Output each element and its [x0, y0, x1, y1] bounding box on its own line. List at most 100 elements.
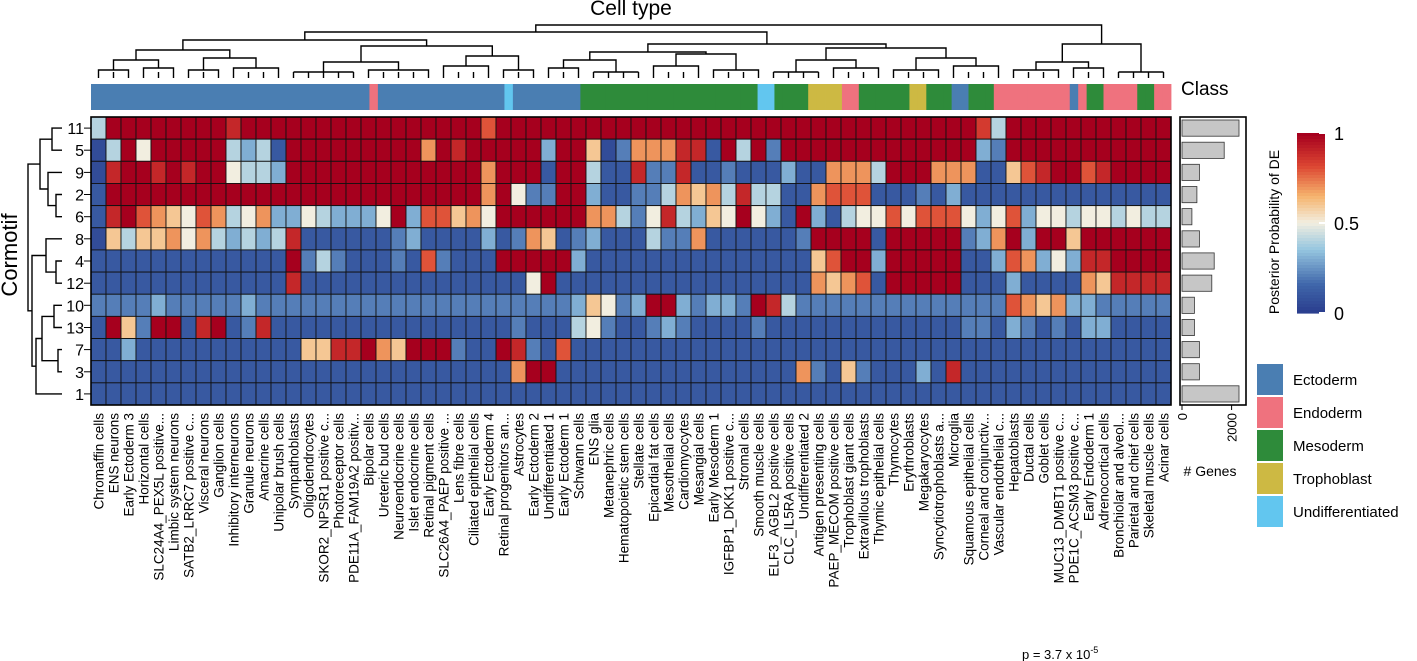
heatmap-cell — [150, 160, 167, 184]
heatmap-cell — [120, 360, 137, 384]
heatmap-cell — [465, 293, 482, 317]
heatmap-cell — [360, 138, 377, 162]
column-label: Lens fibre cells — [452, 413, 467, 503]
heatmap-cell — [1110, 382, 1127, 406]
heatmap-cell — [450, 160, 467, 184]
heatmap-cell — [675, 338, 692, 362]
heatmap-cell — [300, 338, 317, 362]
class-bar-segment — [453, 84, 463, 110]
colorbar-tick-label: 1 — [1334, 124, 1344, 144]
column-label: Squamous epithelial cells — [962, 413, 977, 566]
heatmap-cell — [360, 315, 377, 339]
class-bar-segment — [268, 84, 278, 110]
colorbar-step — [1297, 247, 1325, 251]
heatmap-cell — [405, 293, 422, 317]
heatmap-cell — [780, 338, 797, 362]
heatmap-cell — [885, 183, 902, 207]
column-label: Amacrine cells — [257, 413, 272, 501]
heatmap-cell — [90, 227, 107, 251]
heatmap-cell — [165, 138, 182, 162]
heatmap-cell — [1005, 360, 1022, 384]
heatmap-cell — [915, 227, 932, 251]
heatmap-cell — [1080, 249, 1097, 273]
heatmap-cell — [615, 116, 632, 140]
heatmap-cell — [750, 116, 767, 140]
heatmap-cell — [570, 315, 587, 339]
heatmap-cell — [690, 293, 707, 317]
heatmap-cell — [945, 205, 962, 229]
heatmap-cell — [255, 205, 272, 229]
heatmap-cell — [135, 293, 152, 317]
row-label: 9 — [75, 165, 84, 182]
heatmap-cell — [1065, 160, 1082, 184]
heatmap-cell — [1140, 249, 1157, 273]
heatmap-cell — [855, 160, 872, 184]
heatmap-cell — [255, 293, 272, 317]
class-bar-segment — [968, 84, 978, 110]
heatmap-cell — [165, 315, 182, 339]
heatmap-cell — [90, 183, 107, 207]
heatmap-cell — [975, 227, 992, 251]
heatmap-cell — [1005, 227, 1022, 251]
class-bar-segment — [209, 84, 218, 110]
heatmap-cell — [705, 249, 722, 273]
class-bar-segment — [825, 84, 834, 110]
heatmap-cell — [795, 138, 812, 162]
heatmap-cell — [1080, 205, 1097, 229]
heatmap-cell — [1155, 249, 1172, 273]
heatmap-cell — [690, 183, 707, 207]
legend-swatch — [1257, 496, 1283, 527]
heatmap-cell — [1155, 205, 1172, 229]
class-bar-segment — [175, 84, 185, 110]
heatmap-cell — [960, 338, 977, 362]
heatmap-cell — [780, 160, 797, 184]
class-bar-segment — [571, 84, 581, 110]
colorbar-step — [1297, 160, 1325, 164]
heatmap-cell — [105, 271, 122, 295]
heatmap-cell — [420, 338, 437, 362]
heatmap-cell — [360, 382, 377, 406]
colorbar-step — [1297, 250, 1325, 254]
heatmap-cell — [105, 382, 122, 406]
heatmap-cell — [750, 227, 767, 251]
heatmap-cell — [540, 360, 557, 384]
heatmap-cell — [150, 338, 167, 362]
column-label: Early Endoderm 1 — [1082, 413, 1097, 521]
heatmap-cell — [225, 293, 242, 317]
column-label: Cardiomyocytes — [677, 413, 692, 510]
class-bar-segment — [698, 84, 708, 110]
heatmap-cell — [735, 360, 752, 384]
heatmap-cell — [660, 183, 677, 207]
heatmap-cell — [270, 116, 287, 140]
heatmap-cell — [90, 338, 107, 362]
heatmap-cell — [480, 293, 497, 317]
heatmap-cell — [1125, 138, 1142, 162]
heatmap-cell — [960, 160, 977, 184]
column-label: Early Mesoderm 1 — [707, 413, 722, 523]
heatmap-cell — [90, 249, 107, 273]
heatmap-cell — [930, 315, 947, 339]
heatmap-cell — [795, 160, 812, 184]
class-bar-segment — [934, 84, 944, 110]
class-bar-segment — [926, 84, 936, 110]
heatmap-cell — [555, 293, 572, 317]
heatmap-cell — [405, 360, 422, 384]
heatmap-cell — [570, 271, 587, 295]
heatmap-cell — [285, 293, 302, 317]
heatmap-cell — [585, 382, 602, 406]
heatmap-cell — [960, 227, 977, 251]
heatmap-cell — [180, 116, 197, 140]
heatmap-cell — [360, 249, 377, 273]
heatmap-cell — [615, 160, 632, 184]
heatmap-cell — [270, 315, 287, 339]
heatmap-cell — [450, 271, 467, 295]
heatmap-cell — [810, 315, 827, 339]
heatmap-cell — [345, 160, 362, 184]
heatmap-cell — [150, 205, 167, 229]
heatmap-cell — [1050, 116, 1067, 140]
column-label: Acinar cells — [1157, 413, 1172, 482]
heatmap-cell — [885, 227, 902, 251]
heatmap-cell — [1065, 205, 1082, 229]
heatmap-cell — [210, 382, 227, 406]
heatmap-cell — [1065, 138, 1082, 162]
